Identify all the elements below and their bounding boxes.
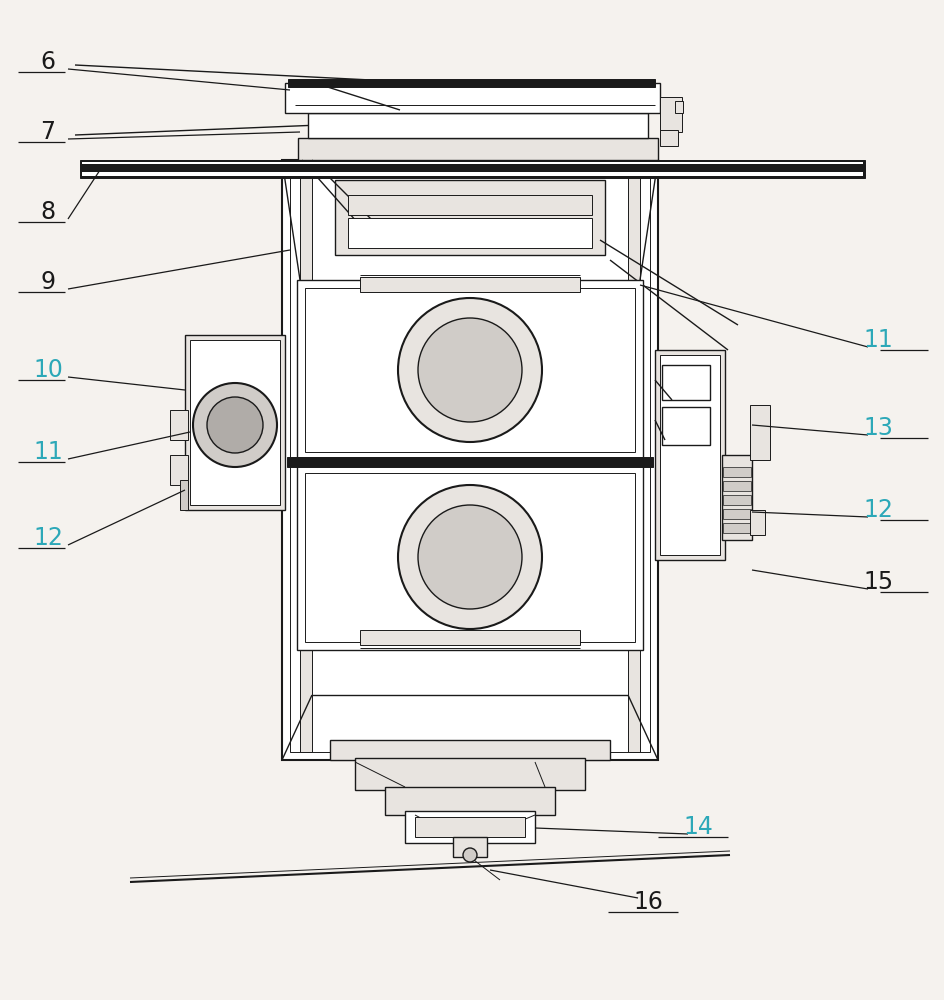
Bar <box>355 758 584 790</box>
Bar <box>750 405 769 460</box>
Text: 9: 9 <box>41 270 56 294</box>
Text: 14: 14 <box>683 815 712 839</box>
Bar <box>721 455 751 540</box>
Bar <box>299 168 312 752</box>
Bar <box>722 467 750 477</box>
Bar <box>722 481 750 491</box>
Text: 11: 11 <box>33 440 63 464</box>
Bar <box>190 340 279 505</box>
Bar <box>347 218 591 248</box>
Text: 10: 10 <box>33 358 63 382</box>
Bar <box>288 79 654 87</box>
Bar <box>347 195 591 215</box>
Bar <box>170 410 188 440</box>
Bar <box>185 335 285 510</box>
Bar <box>287 457 652 467</box>
Bar <box>305 288 634 452</box>
Bar <box>296 465 642 650</box>
Bar <box>384 787 554 815</box>
Bar <box>360 630 580 645</box>
Bar <box>750 510 765 535</box>
Circle shape <box>397 298 542 442</box>
Bar <box>452 837 486 857</box>
Text: 12: 12 <box>862 498 892 522</box>
Circle shape <box>417 505 521 609</box>
Bar <box>296 280 642 460</box>
Bar <box>334 180 604 255</box>
Bar <box>654 350 724 560</box>
Text: 6: 6 <box>41 50 56 74</box>
Bar <box>290 168 649 752</box>
Text: 16: 16 <box>632 890 663 914</box>
Text: 11: 11 <box>862 328 892 352</box>
Bar <box>297 138 657 160</box>
Bar <box>659 355 719 555</box>
Bar <box>308 113 648 138</box>
Bar <box>722 495 750 505</box>
Bar <box>281 160 657 760</box>
Bar <box>305 473 634 642</box>
Bar <box>179 480 188 510</box>
Bar <box>628 168 639 752</box>
Bar <box>285 83 659 113</box>
Bar <box>674 101 683 113</box>
Bar <box>659 97 682 132</box>
Text: 12: 12 <box>33 526 63 550</box>
Bar <box>82 164 862 172</box>
Circle shape <box>207 397 262 453</box>
Bar <box>329 740 610 760</box>
Circle shape <box>193 383 277 467</box>
Bar <box>662 407 709 445</box>
Bar <box>80 160 864 178</box>
Bar <box>170 455 188 485</box>
Circle shape <box>463 848 477 862</box>
Bar <box>82 162 862 176</box>
Bar <box>414 817 525 837</box>
Bar <box>662 365 709 400</box>
Text: 7: 7 <box>41 120 56 144</box>
Bar <box>659 130 677 146</box>
Bar <box>722 523 750 533</box>
Text: 15: 15 <box>862 570 892 594</box>
Circle shape <box>397 485 542 629</box>
Bar <box>405 811 534 843</box>
Text: 8: 8 <box>41 200 56 224</box>
Bar <box>722 509 750 519</box>
Text: 13: 13 <box>862 416 892 440</box>
Circle shape <box>417 318 521 422</box>
Bar <box>360 277 580 292</box>
